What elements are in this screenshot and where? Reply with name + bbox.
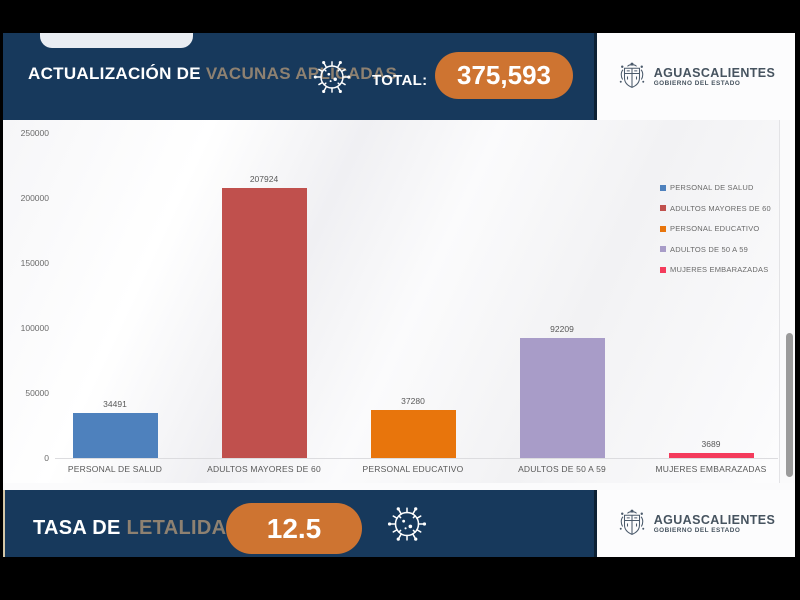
scrollbar-thumb[interactable] (786, 333, 793, 477)
footer-divider (594, 490, 597, 557)
logo-panel-bottom: AGUASCALIENTES GOBIERNO DEL ESTADO (597, 490, 795, 557)
chart-bar (668, 453, 754, 458)
x-tick-label: PERSONAL DE SALUD (67, 464, 163, 474)
logo-subtitle: GOBIERNO DEL ESTADO (653, 527, 741, 534)
header-divider (594, 33, 597, 120)
legend-swatch (660, 246, 666, 252)
top-tab (40, 33, 193, 48)
legend-swatch (660, 225, 666, 232)
y-tick-label: 0 (44, 453, 49, 463)
legend-item: ADULTOS MAYORES DE 60 (660, 204, 771, 213)
logo-text: AGUASCALIENTES GOBIERNO DEL ESTADO (654, 66, 776, 88)
chart-bar (72, 413, 158, 458)
legend-label: ADULTOS DE 50 A 59 (670, 244, 748, 254)
bar-value-label: 92209 (550, 324, 574, 334)
y-tick-label: 100000 (20, 323, 49, 333)
legend-item: ADULTOS DE 50 A 59 (660, 245, 748, 254)
legend-item: PERSONAL DE SALUD (660, 183, 754, 192)
logo-name: AGUASCALIENTES (653, 512, 776, 527)
bar-value-label: 3689 (701, 439, 721, 449)
bar-chart: 250000 200000 150000 100000 50000 0 34491 PERSO… (3, 120, 795, 483)
x-tick-label: ADULTOS DE 50 A 59 (518, 464, 606, 474)
lethality-rate-value: 12.5 (266, 512, 322, 544)
x-tick-label: MUJERES EMBARAZADAS (655, 464, 767, 474)
legend-swatch (660, 205, 666, 211)
logo-name: AGUASCALIENTES (653, 65, 776, 80)
total-label: TOTAL: (372, 72, 428, 89)
bar-value-label: 34491 (103, 399, 127, 409)
bar-value-label: 207924 (249, 174, 279, 184)
chart-bar (221, 188, 307, 458)
total-value: 375,593 (457, 60, 551, 90)
legend-label: MUJERES EMBARAZADAS (670, 265, 769, 274)
logo-text: AGUASCALIENTES GOBIERNO DEL ESTADO (654, 513, 776, 535)
legend-label: ADULTOS MAYORES DE 60 (670, 203, 771, 213)
state-crest-icon (617, 505, 647, 542)
page-title-accent: VACUNAS APLICADAS (200, 64, 398, 83)
virus-icon (310, 55, 354, 99)
chart-bar (519, 338, 605, 458)
legend-swatch (660, 266, 666, 273)
legend-swatch (660, 184, 666, 191)
y-tick-label: 50000 (25, 388, 49, 398)
legend-item: MUJERES EMBARAZADAS (660, 265, 768, 274)
footer-title: TASA DE LETALIDAD (33, 517, 241, 540)
x-tick-label: ADULTOS MAYORES DE 60 (207, 464, 321, 474)
y-tick-label: 200000 (20, 193, 49, 203)
logo-panel-top: AGUASCALIENTES GOBIERNO DEL ESTADO (597, 33, 795, 120)
bar-value-label: 37280 (401, 396, 425, 406)
total-value-badge: 375,593 (435, 52, 573, 99)
y-tick-label: 250000 (20, 128, 49, 138)
chart-bar (370, 410, 456, 458)
legend-item: PERSONAL EDUCATIVO (660, 224, 759, 233)
chart-footer-gap (3, 483, 795, 490)
virus-icon (384, 501, 430, 547)
legend-label: PERSONAL EDUCATIVO (670, 224, 760, 233)
page-title-bold: ACTUALIZACIÓN DE (28, 64, 201, 83)
x-tick-label: PERSONAL EDUCATIVO (362, 464, 464, 474)
logo-subtitle: GOBIERNO DEL ESTADO (653, 80, 741, 87)
footer-title-accent: LETALIDAD (120, 517, 242, 539)
header-bar: ACTUALIZACIÓN DE VACUNAS APLICADAS TOTAL… (3, 33, 594, 120)
y-tick-label: 150000 (20, 258, 49, 268)
lethality-rate-badge: 12.5 (226, 503, 362, 554)
footer-title-bold: TASA DE (33, 517, 121, 539)
x-axis-line (55, 458, 778, 459)
dashboard-slide: ACTUALIZACIÓN DE VACUNAS APLICADAS TOTAL… (3, 33, 795, 557)
legend-label: PERSONAL DE SALUD (670, 183, 754, 192)
state-crest-icon (617, 58, 647, 95)
